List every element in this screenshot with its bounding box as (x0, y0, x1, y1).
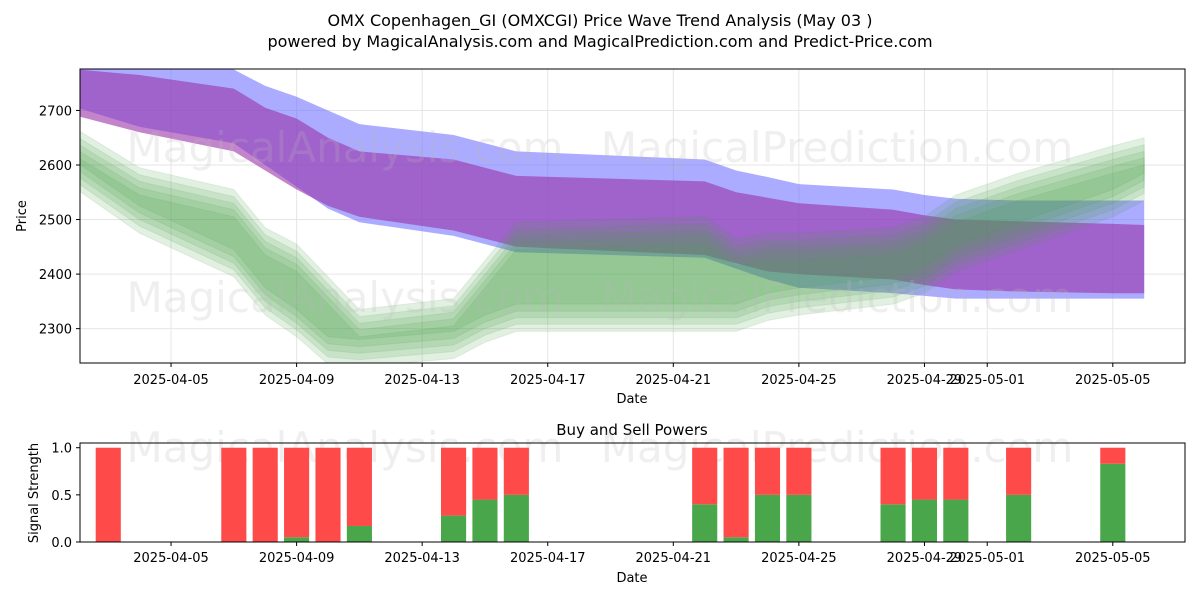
sell-bar (1100, 447, 1126, 464)
buy-bar (911, 499, 938, 542)
price-x-tick-label: 2025-04-17 (510, 373, 586, 388)
price-x-tick-label: 2025-04-13 (384, 373, 460, 388)
signal-y-label: Signal Strength (27, 443, 42, 543)
signal-x-label: Date (616, 571, 647, 586)
watermark-2: MagicalPrediction.com (601, 123, 1074, 172)
signal-x-tick-label: 2025-04-13 (384, 551, 460, 566)
price-y-axis: 2300 2400 2500 2600 2700 (39, 104, 80, 338)
sell-bar (723, 447, 749, 538)
watermark-3: MagicalAnalysis.com (127, 273, 564, 322)
price-plot: MagicalAnalysis.com MagicalPrediction.co… (15, 68, 1186, 407)
buy-bar (503, 494, 529, 542)
sell-bar (754, 447, 781, 495)
signal-y-tick-label: 0.5 (51, 489, 72, 504)
buy-bar (441, 515, 467, 542)
signal-x-tick-label: 2025-04-17 (510, 551, 586, 566)
signal-bars (95, 447, 1126, 542)
buy-bar (943, 499, 969, 542)
price-y-tick-label: 2700 (39, 104, 72, 119)
price-x-tick-label: 2025-04-21 (636, 373, 712, 388)
buy-bar (723, 537, 749, 542)
buy-bar (786, 494, 812, 542)
signal-plot: Buy and Sell Powers MagicalAnalysis.com … (27, 421, 1186, 586)
price-x-label: Date (616, 392, 647, 407)
price-y-tick-label: 2600 (39, 159, 72, 174)
green-ribbon (80, 158, 1145, 363)
signal-x-axis: 2025-04-05 2025-04-09 2025-04-13 2025-04-17… (133, 542, 1151, 566)
sell-bar (284, 447, 310, 538)
price-x-tick-label: 2025-04-05 (133, 373, 209, 388)
sell-bar (252, 447, 278, 542)
buy-bar (880, 504, 906, 542)
buy-bar (754, 494, 781, 542)
sell-bar (472, 447, 498, 500)
buy-bar (472, 499, 498, 542)
signal-x-tick-label: 2025-05-01 (949, 551, 1025, 566)
band-green-projection (80, 130, 1145, 363)
green-ribbon (80, 130, 1145, 341)
price-y-tick-label: 2500 (39, 214, 72, 229)
watermark-6: MagicalPrediction.com (601, 423, 1074, 472)
signal-x-tick-label: 2025-04-29 (887, 551, 963, 566)
watermark-1: MagicalAnalysis.com (127, 123, 564, 172)
price-x-tick-label: 2025-04-09 (259, 373, 335, 388)
watermark-4: MagicalPrediction.com (601, 273, 1074, 322)
green-ribbon (80, 144, 1145, 354)
buy-bar (1100, 463, 1126, 542)
band-purple-band (80, 69, 1145, 294)
sell-bar (503, 447, 529, 495)
price-x-tick-label: 2025-04-29 (887, 373, 963, 388)
chart-subtitle: powered by MagicalAnalysis.com and Magic… (267, 32, 932, 51)
signal-x-tick-label: 2025-05-05 (1075, 551, 1151, 566)
buy-bar (284, 537, 310, 542)
price-y-label: Price (15, 200, 30, 232)
chart-title: OMX Copenhagen_GI (OMXCGI) Price Wave Tr… (328, 11, 873, 31)
sell-bar (911, 447, 938, 500)
signal-x-tick-label: 2025-04-09 (259, 551, 335, 566)
price-y-tick-label: 2300 (39, 323, 72, 338)
signal-y-axis: 0.0 0.5 1.0 (51, 442, 80, 551)
sell-bar (1006, 447, 1032, 495)
price-y-tick-label: 2400 (39, 268, 72, 283)
sell-bar (943, 447, 969, 500)
signal-title: Buy and Sell Powers (556, 421, 708, 439)
purple-band-area (80, 69, 1145, 294)
buy-bar (692, 504, 718, 542)
sell-bar (346, 447, 372, 526)
price-bands (80, 69, 1145, 363)
signal-y-tick-label: 1.0 (51, 442, 72, 457)
price-x-axis: 2025-04-05 2025-04-09 2025-04-13 2025-04-17… (133, 363, 1151, 388)
green-ribbon (80, 151, 1145, 361)
green-ribbon (80, 137, 1145, 348)
watermark-5: MagicalAnalysis.com (127, 423, 564, 472)
sell-bar (786, 447, 812, 495)
price-x-tick-label: 2025-04-25 (761, 373, 837, 388)
sell-bar (692, 447, 718, 505)
price-plot-frame (79, 68, 1186, 364)
buy-bar (346, 525, 372, 542)
sell-bar (315, 447, 341, 542)
sell-bar (441, 447, 467, 516)
signal-x-tick-label: 2025-04-25 (761, 551, 837, 566)
buy-bar (1006, 494, 1032, 542)
price-x-tick-label: 2025-05-05 (1075, 373, 1151, 388)
sell-bar (95, 447, 121, 542)
signal-plot-frame (79, 442, 1186, 543)
sell-bar (880, 447, 906, 505)
signal-x-tick-label: 2025-04-21 (636, 551, 712, 566)
signal-x-tick-label: 2025-04-05 (133, 551, 209, 566)
signal-y-tick-label: 0.0 (51, 536, 72, 551)
sell-bar (221, 447, 247, 542)
price-x-tick-label: 2025-05-01 (949, 373, 1025, 388)
